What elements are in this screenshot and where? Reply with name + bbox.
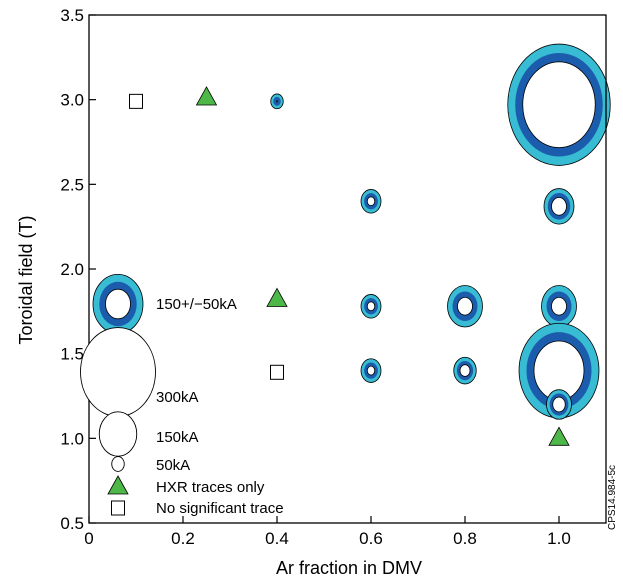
x-tick-label-2: 0.4: [265, 529, 289, 548]
legend-no-trace-marker: [111, 500, 125, 516]
x-tick-label-0: 0: [84, 529, 93, 548]
legend-size-label-50ka: 50kA: [156, 457, 190, 474]
x-tick-label-1: 0.2: [171, 529, 195, 548]
legend-size-circle-1: [98, 411, 138, 457]
data-ring-inner-0: [275, 100, 279, 103]
data-ring-inner-4: [366, 301, 376, 312]
legend: 150+/−50kA 300kA 150kA 50kA HXR traces o…: [80, 273, 284, 517]
data-ring-inner-7: [366, 365, 376, 376]
axis-ticks: 0 0.2 0.4 0.6 0.8 1.0 0.5 1.0 1.5 2.0 2.5 3.0 3.5: [60, 6, 570, 548]
y-tick-label-6: 3.5: [60, 6, 84, 25]
data-ring-inner-6: [551, 296, 567, 316]
hxr-only-marker-0: [195, 86, 218, 106]
data-marks: [129, 43, 611, 446]
y-tick-label-2: 1.5: [60, 345, 84, 364]
legend-size-circle-0: [80, 327, 156, 417]
data-ring-inner-8: [459, 364, 471, 377]
x-axis-label: Ar fraction in DMV: [276, 558, 422, 578]
x-tick-label-5: 1.0: [547, 529, 571, 548]
data-ring-inner-5: [457, 296, 473, 316]
y-tick-label-1: 1.0: [60, 429, 84, 448]
data-ring-inner-10: [552, 396, 566, 413]
x-tick-label-3: 0.6: [359, 529, 383, 548]
data-ring-inner-2: [366, 196, 376, 207]
y-tick-label-4: 2.5: [60, 175, 84, 194]
no-trace-marker-0: [129, 93, 143, 109]
x-tick-label-4: 0.8: [453, 529, 477, 548]
y-tick-label-0: 0.5: [60, 514, 84, 533]
figure-plate-id: CPS14.984-5c: [607, 465, 618, 530]
legend-size-label-150ka: 150kA: [156, 429, 199, 446]
legend-hxr-marker: [107, 475, 129, 495]
data-ring-inner-3: [551, 197, 567, 216]
legend-no-trace-label: No significant trace: [156, 500, 284, 517]
legend-hxr-label: HXR traces only: [156, 479, 265, 496]
legend-ring-example-label: 150+/−50kA: [156, 296, 237, 313]
y-axis-label: Toroidal field (T): [16, 215, 36, 344]
hxr-only-marker-2: [548, 426, 570, 446]
data-ring-inner-1: [522, 61, 596, 149]
legend-size-label-300ka: 300kA: [156, 389, 199, 406]
hxr-only-marker-1: [266, 287, 288, 307]
legend-ring-example-inner-0: [105, 288, 131, 320]
y-tick-label-5: 3.0: [60, 91, 84, 110]
no-trace-marker-1: [270, 364, 284, 380]
y-tick-label-3: 2.0: [60, 260, 84, 279]
legend-size-circle-2: [111, 456, 125, 472]
